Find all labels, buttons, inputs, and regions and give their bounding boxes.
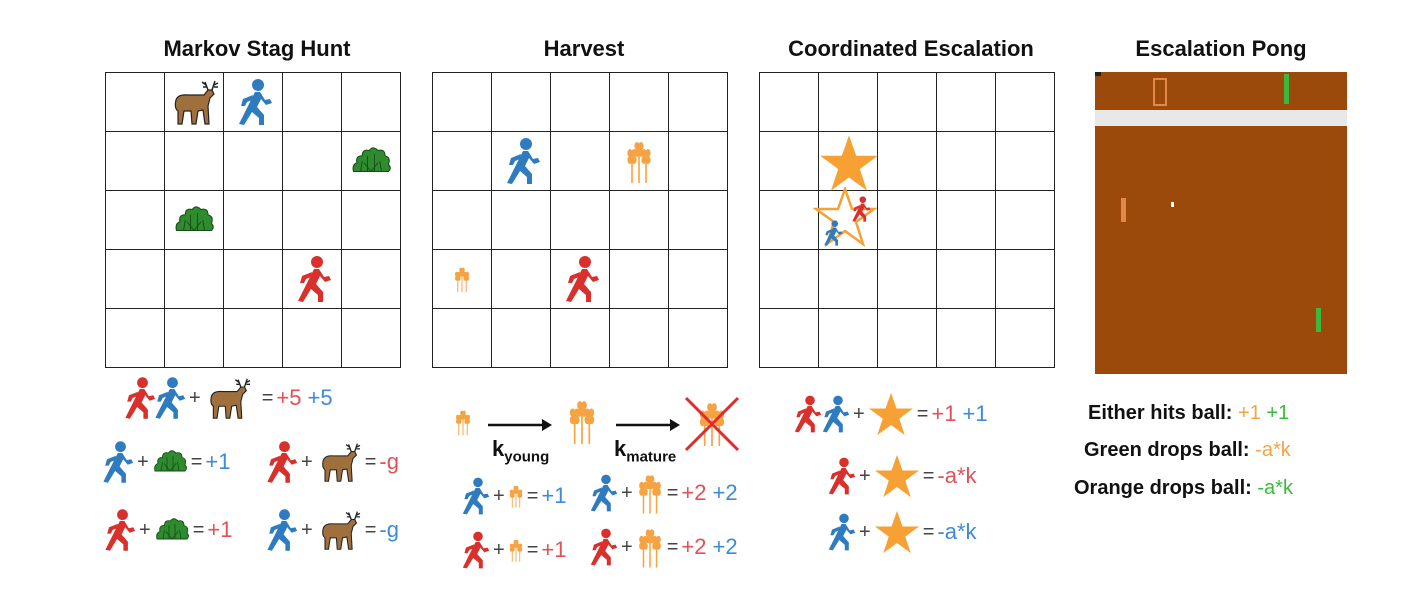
bush-icon bbox=[350, 145, 392, 177]
wheat-icon bbox=[508, 538, 524, 562]
star-icon bbox=[874, 454, 920, 498]
stag-reward-row-3a: + = +1 bbox=[100, 508, 232, 552]
blue-runner-icon bbox=[501, 137, 541, 185]
blue-runner-icon bbox=[818, 394, 850, 434]
red-runner-icon bbox=[262, 440, 298, 484]
escalation-grid bbox=[759, 72, 1055, 368]
harvest-reward-row-1b: + = +2 +2 bbox=[586, 472, 738, 514]
pong-l1-green-value: +1 bbox=[1266, 402, 1290, 424]
pong-reward-line-2: Green drops ball: -a*k bbox=[1084, 439, 1291, 461]
stag-hunt-title: Markov Stag Hunt bbox=[163, 36, 351, 61]
wheat-icon bbox=[566, 398, 598, 444]
pong-l3-value: -a*k bbox=[1257, 477, 1293, 499]
pong-screen bbox=[1095, 72, 1347, 374]
escalation-reward-row-1: + = +1 +1 bbox=[790, 392, 988, 436]
red-runner-icon bbox=[849, 195, 871, 223]
escalation-reward-row-3: + = -a*k bbox=[824, 510, 977, 554]
escalation-reward-row-2: + = -a*k bbox=[824, 454, 977, 498]
blue-runner-icon bbox=[458, 476, 490, 516]
harvest-r1a-value: +1 bbox=[541, 483, 567, 508]
red-runner-icon bbox=[458, 530, 490, 570]
harvest-r2a-value: +1 bbox=[541, 537, 567, 562]
pong-top-band bbox=[1095, 110, 1347, 126]
pong-green-paddle-top bbox=[1284, 74, 1289, 104]
harvest-r2b-red-value: +2 bbox=[681, 534, 707, 559]
stag-reward-row-2a: + = +1 bbox=[98, 440, 230, 484]
harvest-r1b-blue-value: +2 bbox=[712, 480, 738, 505]
k-young-label: kyoung bbox=[492, 436, 550, 466]
harvest-grid bbox=[432, 72, 728, 368]
blue-runner-icon bbox=[150, 376, 186, 420]
stag-reward-row-2b: + = -g bbox=[262, 440, 399, 484]
wheat-icon bbox=[508, 484, 524, 508]
stag-icon bbox=[168, 78, 220, 126]
red-runner-icon bbox=[586, 527, 618, 567]
pong-l2-value: -a*k bbox=[1255, 439, 1291, 461]
stag-r2a-value: +1 bbox=[205, 449, 231, 474]
blue-runner-icon bbox=[821, 219, 843, 247]
stag-r3b-value: -g bbox=[379, 517, 399, 542]
stag-hunt-grid bbox=[105, 72, 401, 368]
harvest-reward-row-2b: + = +2 +2 bbox=[586, 526, 738, 568]
blue-runner-icon bbox=[98, 440, 134, 484]
pong-l1-orange-value: +1 bbox=[1238, 402, 1261, 424]
stag-reward-row-1: + = +5 +5 bbox=[120, 376, 333, 420]
k-mature-label: kmature bbox=[614, 436, 677, 466]
stag-r1-blue-value: +5 bbox=[307, 385, 333, 410]
blue-runner-icon bbox=[262, 508, 298, 552]
escalation-r1-red-value: +1 bbox=[931, 401, 957, 426]
arrow-icon bbox=[488, 419, 552, 431]
red-runner-icon bbox=[292, 255, 332, 303]
star-icon bbox=[819, 134, 879, 192]
blue-runner-icon bbox=[586, 473, 618, 513]
pong-orange-marker bbox=[1153, 78, 1167, 106]
pong-orange-paddle bbox=[1121, 198, 1126, 222]
arrow-icon bbox=[616, 419, 680, 431]
escalation-r3-value: -a*k bbox=[937, 519, 977, 544]
crossed-wheat-icon bbox=[684, 396, 740, 452]
harvest-title: Harvest bbox=[543, 36, 625, 61]
bush-icon bbox=[154, 516, 190, 544]
stag-r2b-value: -g bbox=[379, 449, 399, 474]
pong-reward-line-1: Either hits ball: +1 +1 bbox=[1088, 402, 1290, 424]
pong-corner-mark bbox=[1095, 72, 1101, 76]
wheat-icon bbox=[624, 139, 654, 183]
bush-icon bbox=[152, 448, 188, 476]
pong-green-paddle bbox=[1316, 308, 1321, 332]
escalation-r2-value: -a*k bbox=[937, 463, 977, 488]
red-runner-icon bbox=[100, 508, 136, 552]
escalation-title: Coordinated Escalation bbox=[788, 36, 1034, 61]
escalation-r1-blue-value: +1 bbox=[962, 401, 988, 426]
harvest-r1b-red-value: +2 bbox=[681, 480, 707, 505]
harvest-reward-row-1a: + = +1 bbox=[458, 476, 566, 516]
pong-ball bbox=[1171, 202, 1174, 207]
wheat-icon bbox=[636, 472, 664, 514]
wheat-icon bbox=[636, 526, 664, 568]
pong-title: Escalation Pong bbox=[1135, 36, 1307, 61]
harvest-r2b-blue-value: +2 bbox=[712, 534, 738, 559]
bush-icon bbox=[173, 204, 215, 236]
stag-icon bbox=[316, 441, 362, 483]
pong-reward-line-3: Orange drops ball: -a*k bbox=[1074, 477, 1293, 499]
stag-reward-row-3b: + = -g bbox=[262, 508, 399, 552]
wheat-icon bbox=[453, 265, 471, 293]
harvest-reward-row-2a: + = +1 bbox=[458, 530, 566, 570]
red-runner-icon bbox=[560, 255, 600, 303]
stag-r3a-value: +1 bbox=[207, 517, 233, 542]
wheat-icon bbox=[454, 408, 472, 436]
star-icon bbox=[874, 510, 920, 554]
stag-r1-red-value: +5 bbox=[276, 385, 302, 410]
star-icon bbox=[868, 392, 914, 436]
red-runner-icon bbox=[824, 456, 856, 496]
blue-runner-icon bbox=[824, 512, 856, 552]
stag-icon bbox=[316, 509, 362, 551]
blue-runner-icon bbox=[233, 78, 273, 126]
stag-icon bbox=[204, 376, 252, 420]
